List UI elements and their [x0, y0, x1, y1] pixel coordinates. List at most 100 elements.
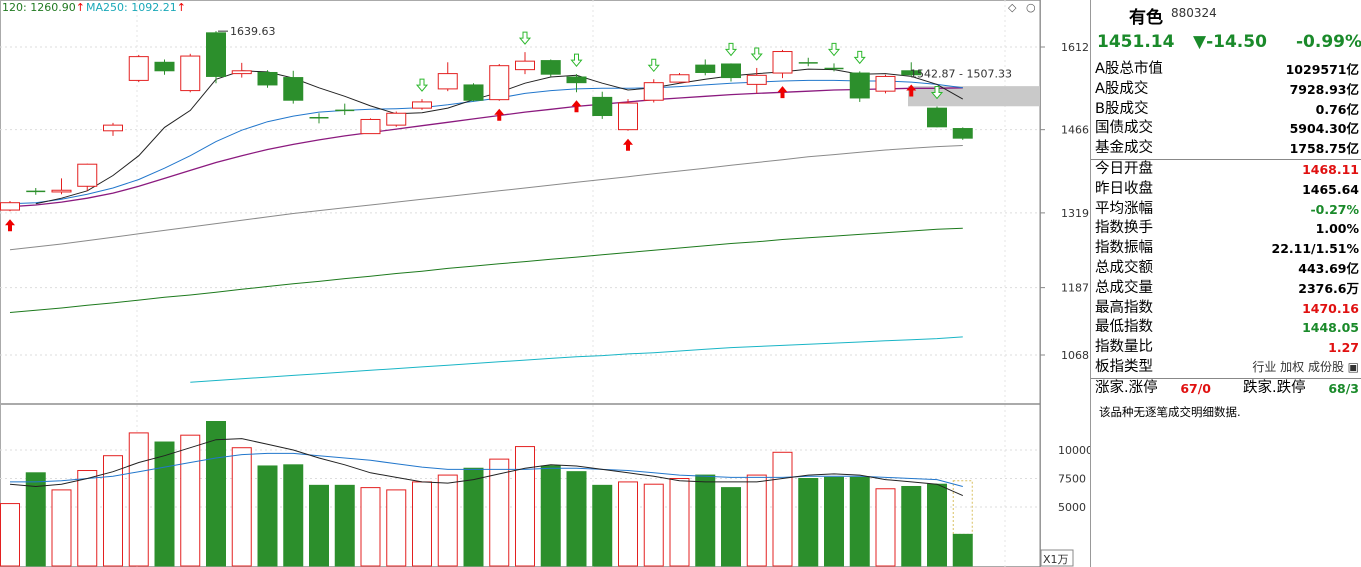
volume-bar: [412, 481, 432, 567]
quote-row-value: 1468.11: [1302, 161, 1359, 177]
volume-bar: [798, 478, 819, 567]
quote-row-value: 1029571亿: [1285, 62, 1359, 77]
ma250-line: [190, 336, 963, 383]
volume-bar: [540, 465, 561, 567]
candle-body: [231, 70, 252, 75]
kline-chart[interactable]: 1612 1466 1319 1187 1068 10000 7500 5000 X1万 1639…: [0, 0, 1090, 567]
candle-body: [437, 73, 458, 90]
quote-row: 昨日收盘 1465.64: [1091, 180, 1361, 200]
diamond-icon[interactable]: ◇: [1008, 1, 1017, 14]
buy-arrow-icon: [5, 219, 15, 232]
advance-decline-row: 涨家.涨停 67/0 跌家.跌停 68/3: [1091, 377, 1361, 399]
volume-bar: [206, 421, 226, 567]
quote-row-label: 指数量比: [1095, 339, 1153, 356]
quote-row-label: 昨日收盘: [1095, 180, 1153, 197]
candle-body: [77, 163, 98, 187]
price-tick-label: 1068: [1061, 349, 1089, 362]
volume-bar: [566, 471, 587, 567]
quote-row-label: 最低指数: [1095, 319, 1153, 336]
candle-body: [618, 102, 638, 131]
quote-row-label: 指数振幅: [1095, 240, 1153, 257]
ma250-label: MA250: 1092.21↑: [86, 1, 186, 14]
candle-body: [154, 61, 175, 72]
buy-arrow-icon: [623, 138, 633, 151]
volume-unit-label: X1万: [1043, 553, 1069, 566]
quote-row-value: 22.11/1.51%: [1271, 241, 1359, 257]
candle-body: [875, 75, 896, 92]
quote-row-label: A股成交: [1095, 80, 1149, 97]
volume-bar: [901, 485, 922, 567]
price-tick-label: 1466: [1061, 124, 1089, 137]
volume-ma-long-line: [10, 452, 963, 487]
volume-bar: [927, 483, 947, 567]
quote-row-label: 基金成交: [1095, 140, 1153, 157]
constituents-icon[interactable]: ▣: [1347, 359, 1359, 374]
volume-bar: [51, 489, 72, 567]
volume-tick-label: 7500: [1058, 473, 1086, 486]
high-annotation: 1639.63: [230, 25, 276, 38]
ma120-label: 120: 1260.90↑: [2, 1, 85, 14]
sell-arrow-icon: [518, 31, 532, 45]
candle-body: [0, 202, 20, 211]
volume-bar: [231, 447, 252, 567]
candle-body: [180, 55, 201, 92]
quote-row-value: 5904.30亿: [1289, 121, 1359, 137]
candle-body: [952, 128, 973, 139]
candle-body: [721, 63, 741, 79]
quote-rows: A股总市值 1029571亿 A股成交 7928.93亿 B股成交 0.76亿 国债成交 59…: [1091, 60, 1361, 399]
candle-body: [643, 82, 664, 101]
quote-row-value: 443.69亿: [1298, 260, 1359, 276]
quote-row: 国债成交 5904.30亿: [1091, 119, 1361, 139]
candle-body: [669, 74, 690, 83]
candle-body: [849, 72, 870, 99]
volume-bar: [25, 472, 46, 567]
price-change: ▼-14.50: [1193, 32, 1267, 52]
volume-bar: [746, 474, 767, 567]
quote-row-label: 国债成交: [1095, 120, 1153, 137]
price-tick-label: 1319: [1061, 207, 1089, 220]
quote-row-value: 1470.16: [1302, 300, 1359, 316]
candle-body: [51, 189, 72, 193]
volume-bar: [103, 455, 123, 567]
quote-row-value: -0.27%: [1310, 201, 1359, 217]
quote-row: 最高指数 1470.16: [1091, 299, 1361, 319]
quote-row-label: 总成交额: [1095, 259, 1153, 276]
quote-row: 平均涨幅 -0.27%: [1091, 200, 1361, 220]
volume-bar: [592, 484, 613, 567]
zoom-circle-icon[interactable]: ○: [1026, 1, 1036, 14]
volume-bar: [772, 451, 793, 567]
volume-bar: [437, 474, 458, 567]
volume-bar: [0, 503, 20, 567]
candle-body: [695, 64, 716, 73]
quote-row: A股成交 7928.93亿: [1091, 80, 1361, 100]
candle-body: [360, 118, 381, 135]
quote-row-label: 平均涨幅: [1095, 200, 1153, 217]
candle-body: [206, 32, 226, 77]
volume-bar: [695, 474, 716, 567]
volume-bar: [257, 465, 278, 567]
quote-row-label: 指数换手: [1095, 220, 1153, 237]
ma120-line: [9, 227, 963, 313]
quote-row: 指数振幅 22.11/1.51%: [1091, 239, 1361, 259]
sell-arrow-icon: [647, 58, 660, 73]
kline-chart-area[interactable]: 1612 1466 1319 1187 1068 10000 7500 5000 X1万 1639…: [0, 0, 1090, 567]
quote-row: 总成交量 2376.6万: [1091, 279, 1361, 299]
volume-bar: [875, 488, 896, 567]
volume-bar: [154, 441, 175, 567]
volume-bar: [180, 434, 201, 567]
quote-row-label: 总成交量: [1095, 279, 1153, 296]
quote-row: 总成交额 443.69亿: [1091, 259, 1361, 279]
volume-bar: [360, 487, 381, 567]
no-tick-data-note: 该品种无逐笔成交明细数据.: [1099, 405, 1241, 419]
volume-ma-short-line: [9, 438, 964, 497]
quote-row-label: B股成交: [1095, 100, 1149, 117]
gap-zone: [908, 86, 1040, 107]
candle-body: [489, 65, 510, 101]
volume-bar: [618, 481, 638, 567]
quote-row-label: A股总市值: [1095, 61, 1163, 77]
quote-row: A股总市值 1029571亿: [1091, 60, 1361, 80]
candle-body: [386, 112, 407, 126]
quote-row-value: 1.00%: [1315, 221, 1359, 237]
index-type-row: 板指类型 行业 加权 成份股 ▣: [1091, 358, 1361, 378]
volume-tick-label: 10000: [1058, 444, 1090, 457]
